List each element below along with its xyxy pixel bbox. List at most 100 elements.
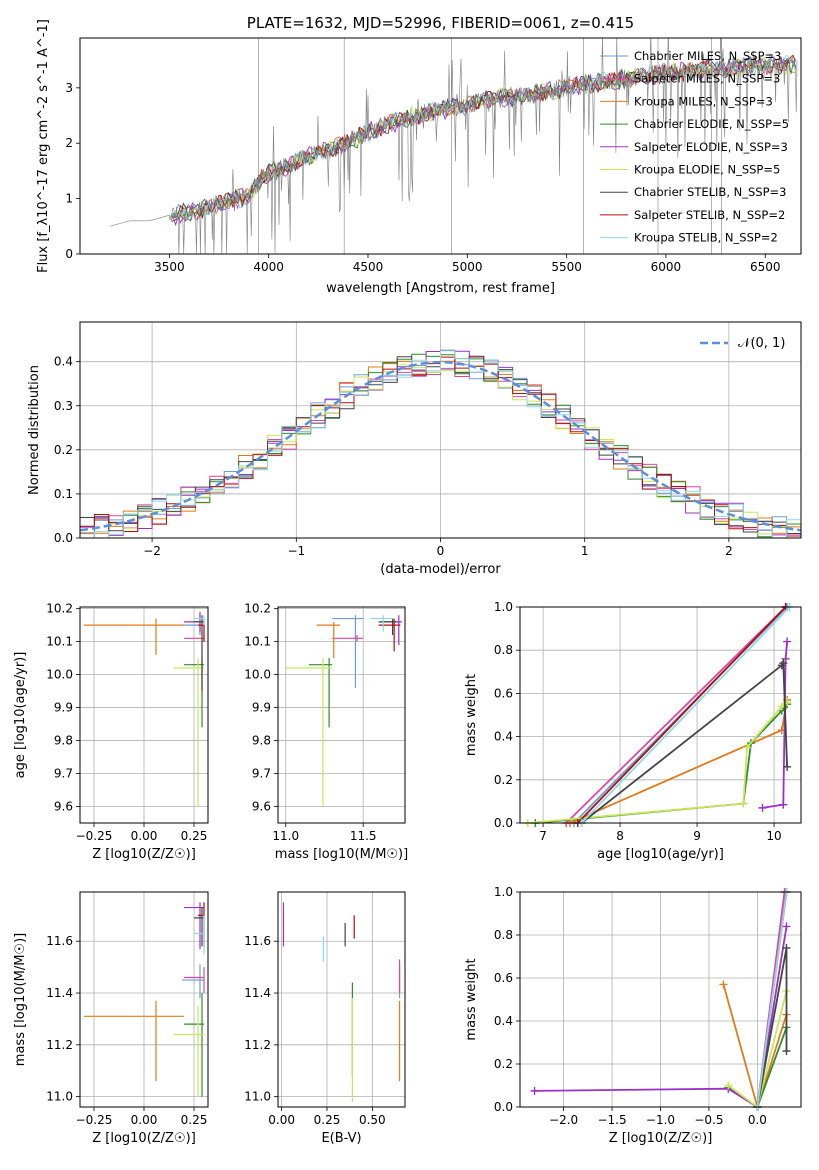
point-chabrier_miles [182, 621, 204, 636]
chart-title: PLATE=1632, MJD=52996, FIBERID=0061, z=0… [247, 14, 634, 32]
y-tick-label: 11.4 [244, 986, 271, 1000]
age_vs_Z-frame [79, 606, 209, 824]
x-tick-label: 5500 [551, 260, 582, 274]
y-tick-label: 1.0 [494, 600, 513, 614]
x-tick-label: −0.5 [694, 1113, 723, 1127]
x-axis-label: Z [log10(Z/Z☉)] [92, 847, 196, 862]
point-kroupa_miles [84, 1000, 184, 1082]
mass_vs_Z-frame [79, 891, 209, 1108]
mass_vs_ebv-panel: 0.00 0.25 0.50 11.0 11.2 11.4 11.6 E(B-V) [244, 891, 406, 1146]
y-tick-label: 11.2 [244, 1038, 271, 1052]
y-tick-label: 10.1 [46, 635, 73, 649]
marker-salpeter_elodie [779, 800, 788, 809]
x-tick-label: −0.25 [76, 1113, 113, 1127]
marker-salpeter_elodie [782, 922, 791, 931]
y-tick-label: 1 [65, 192, 73, 206]
point-chabrier_miles [332, 615, 364, 688]
y-tick-label: 0.8 [494, 928, 513, 942]
y-tick-label: 11.4 [46, 986, 73, 1000]
x-tick-label: 0.25 [181, 829, 208, 843]
y-axis-label: mass weight [464, 958, 479, 1040]
point-chabrier_stelib [194, 907, 204, 947]
point-chabrier_elodie [308, 658, 333, 728]
y-tick-label: 11.6 [244, 934, 271, 948]
y-tick-label: 1.0 [494, 885, 513, 899]
y-tick-label: 0.1 [54, 487, 73, 501]
y-tick-label: 9.6 [252, 800, 271, 814]
spectrum-frame [79, 37, 802, 255]
x-tick-label: −2 [143, 544, 161, 558]
y-tick-label: 10.0 [46, 668, 73, 682]
x-tick-label: 8 [616, 829, 624, 843]
point-salpeter_stelib [198, 902, 205, 947]
point-kroupa_elodie [174, 1005, 204, 1097]
x-axis-label: wavelength [Angstrom, rest frame] [326, 281, 555, 296]
y-tick-label: 0.0 [494, 1100, 513, 1114]
y-tick-label: 11.2 [46, 1038, 73, 1052]
series-line-salpeter_stelib [577, 606, 787, 824]
y-tick-label: 11.0 [244, 1090, 271, 1104]
y-tick-label: 0.6 [494, 971, 513, 985]
marker-salpeter_elodie [530, 1086, 539, 1095]
mass_weight_vs_Z-plot-area [530, 888, 791, 1111]
y-tick-label: 10.2 [244, 602, 271, 616]
marker-kroupa_elodie [724, 1081, 733, 1090]
residuals-plot-area [80, 349, 801, 538]
legend-label-salpeter_stelib: Salpeter STELIB, N_SSP=2 [634, 208, 785, 222]
x-tick-label: 6000 [651, 260, 682, 274]
y-tick-label: 10.2 [46, 602, 73, 616]
mass_weight_vs_Z-panel: −2.0 −1.5 −1.0 −0.5 0.0 0.0 0.2 0.4 0.6 0.8 1.0 Z [… [464, 885, 802, 1146]
marker-kroupa_elodie [743, 743, 752, 752]
y-tick-label: 0.8 [494, 643, 513, 657]
x-axis-label: (data-model)/error [380, 562, 501, 577]
series-line-chabrier_stelib [581, 660, 788, 824]
x-tick-label: 0.0 [748, 1113, 767, 1127]
mass_weight_vs_age-panel: 7 8 9 10 0.0 0.2 0.4 0.6 0.8 1.0 age [log10(age/yr… [464, 600, 802, 862]
y-tick-label: 0.4 [494, 1014, 513, 1028]
legend-label-kroupa_elodie: Kroupa ELODIE, N_SSP=5 [634, 163, 780, 177]
y-tick-label: 9.6 [54, 800, 73, 814]
residuals-panel: −2 −1 0 1 2 0.0 0.1 0.2 0.3 0.4 𝒩(0, 1) (data-model… [27, 321, 802, 577]
y-tick-label: 3 [65, 81, 73, 95]
x-tick-label: −1.0 [646, 1113, 675, 1127]
marker-chabrier_stelib [782, 943, 791, 952]
series-line-kroupa_stelib [580, 606, 791, 824]
y-tick-label: 9.7 [252, 767, 271, 781]
point-kroupa_elodie [285, 658, 333, 807]
normal-distribution-curve [80, 360, 801, 532]
x-tick-label: 4500 [353, 260, 384, 274]
x-tick-label: 3500 [154, 260, 185, 274]
y-tick-label: 0.6 [494, 686, 513, 700]
x-tick-label: 11.5 [350, 829, 377, 843]
point-salpeter_stelib [378, 618, 401, 652]
y-axis-label: age [log10(age/yr)] [13, 652, 28, 779]
x-tick-label: 1 [581, 544, 589, 558]
mass_weight_vs_age-frame [519, 606, 802, 824]
x-tick-label: 9 [693, 829, 701, 843]
x-tick-label: 11.0 [272, 829, 299, 843]
y-tick-label: 0.2 [494, 773, 513, 787]
x-tick-label: 0.00 [268, 1113, 295, 1127]
point-chabrier_stelib [194, 615, 204, 692]
age_vs_mass-frame [277, 606, 406, 824]
y-axis-label: mass weight [464, 674, 479, 756]
y-tick-label: 9.9 [252, 701, 271, 715]
point-salpeter_elodie [184, 902, 204, 949]
x-tick-label: 6500 [750, 260, 781, 274]
legend-label-chabrier_stelib: Chabrier STELIB, N_SSP=3 [634, 185, 786, 199]
series-line-kroupa_stelib [756, 891, 788, 1108]
x-axis-label: Z [log10(Z/Z☉)] [609, 1131, 713, 1146]
y-tick-label: 9.9 [54, 701, 73, 715]
mass_vs_Z-panel: −0.25 0.00 0.25 11.0 11.2 11.4 11.6 Z [log10(Z/… [13, 891, 209, 1146]
series-line-salpeter_miles [565, 606, 787, 824]
marker-salpeter_elodie [781, 654, 790, 663]
y-axis-label: Flux [f_λ10^-17 erg cm^-2 s^-1 A^-1] [36, 19, 51, 273]
y-axis-label: Normed distribution [27, 365, 42, 495]
y-tick-label: 0.0 [54, 531, 73, 545]
mass_weight_vs_age-plot-area [523, 603, 794, 827]
x-tick-label: 4000 [253, 260, 284, 274]
point-kroupa_stelib [370, 615, 395, 632]
legend-label-normal: 𝒩(0, 1) [738, 336, 785, 351]
residuals-frame [79, 321, 802, 539]
